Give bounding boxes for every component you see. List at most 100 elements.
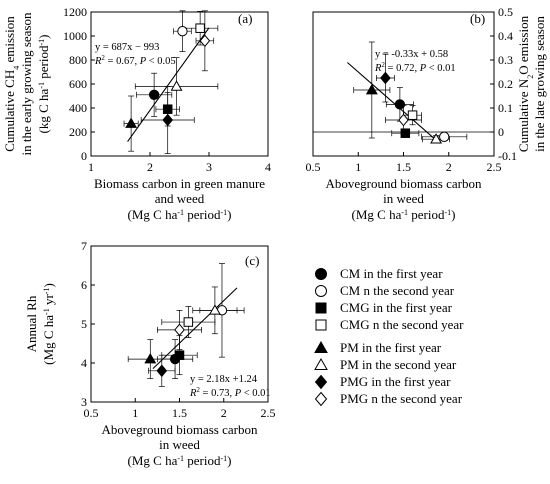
- x-tick-label: 2.5: [261, 406, 276, 420]
- legend: CM in the first year CM n the second year…: [314, 266, 464, 407]
- x-tick-label: 4: [265, 160, 271, 174]
- point-CMG2: [183, 317, 194, 327]
- x-tick-label: 3: [206, 160, 212, 174]
- legend-label: CMG in the first year: [340, 300, 453, 315]
- legend-marker-PM1: [314, 340, 328, 353]
- y-axis-label-group: (Mg C ha-1 yr-1): [41, 283, 56, 365]
- y-tick-label: 0: [81, 149, 87, 163]
- y-tick-label: 800: [69, 53, 87, 67]
- x-axis-unit: (Mg C ha-1 period-1): [128, 453, 232, 468]
- y-axis-label: Cumulative N2O emission: [516, 15, 535, 152]
- y-tick-label: 600: [69, 77, 87, 91]
- panel-label: (a): [238, 11, 252, 26]
- y-axis-label-group: Cumulative N2O emission: [516, 15, 535, 152]
- point-PMG2: [199, 34, 211, 48]
- legend-marker-PMG1: [314, 374, 328, 390]
- point-CM2: [439, 131, 450, 142]
- x-tick-label: 0.5: [306, 160, 321, 174]
- y-tick-label: 0.1: [498, 101, 513, 115]
- x-axis-label: in weed: [159, 437, 200, 452]
- regression-equation: y = 2.18x +1.24: [190, 374, 258, 385]
- point-PM1: [144, 352, 157, 364]
- regression-equation: y = 687x − 993: [95, 42, 159, 53]
- y-tick-label: 1000: [63, 29, 87, 43]
- y-tick-label: 0.5: [498, 5, 513, 19]
- y-axis-label: (kg C ha-1 period-1): [36, 35, 51, 134]
- y-axis-label-group: in the early growing season: [19, 12, 34, 155]
- y-tick-label: 0.4: [498, 29, 513, 43]
- x-axis-unit: (Mg C ha-1 period-1): [128, 207, 232, 222]
- x-tick-label: 1.5: [172, 406, 187, 420]
- y-axis-label-group: (kg C ha-1 period-1): [36, 35, 51, 134]
- regression-stats: R2 = 0.73, P < 0.01: [189, 386, 271, 399]
- legend-label: PM in the second year: [340, 357, 457, 372]
- regression-equation: y = -0.33x + 0.58: [375, 49, 448, 60]
- x-tick-label: 1.5: [396, 160, 411, 174]
- regression-line: [347, 62, 441, 144]
- legend-marker-PM2: [314, 357, 328, 370]
- x-tick-label: 0.5: [84, 406, 99, 420]
- legend-marker-CM1: [315, 268, 327, 280]
- legend-label: PMG n the second year: [340, 391, 463, 406]
- y-tick-label: 7: [81, 239, 87, 253]
- x-tick-label: 1: [132, 406, 138, 420]
- x-axis-label: and weed: [155, 191, 205, 206]
- panel-0: 1 2 3 4 0 200 400 600 800 1000 1200 y = 687x − 993R…: [2, 5, 271, 222]
- panel-label: (c): [245, 253, 259, 268]
- y-tick-label: 3: [81, 395, 87, 409]
- point-PM2: [430, 133, 443, 144]
- y-tick-label: 0: [498, 125, 504, 139]
- point-PMG2: [398, 113, 409, 127]
- point-PM1: [125, 117, 138, 128]
- y-tick-label: 5: [81, 317, 87, 331]
- y-axis-label: in the late growing season: [532, 16, 547, 152]
- y-axis-label-group: Cumulative CH4 emission: [2, 16, 21, 152]
- x-tick-label: 2: [446, 160, 452, 174]
- y-axis-label-group: Annual Rh: [24, 295, 39, 352]
- point-PM1: [365, 83, 378, 95]
- y-axis-label: in the early growing season: [19, 12, 34, 155]
- y-tick-label: 400: [69, 101, 87, 115]
- regression-stats: R2 = 0.72, P < 0.01: [374, 61, 456, 74]
- x-tick-label: 1: [355, 160, 361, 174]
- legend-marker-CMG1: [315, 302, 327, 314]
- legend-marker-CM2: [315, 285, 327, 297]
- y-tick-label: 0.2: [498, 77, 513, 91]
- legend-label: CM n the second year: [340, 283, 455, 298]
- regression-line: [127, 27, 210, 142]
- y-tick-label: 1200: [63, 5, 87, 19]
- y-axis-label: Cumulative CH4 emission: [2, 16, 21, 152]
- y-tick-label: 200: [69, 125, 87, 139]
- point-CMG2: [407, 110, 418, 120]
- y-axis-label-group: in the late growing season: [532, 16, 547, 152]
- y-tick-label: 6: [81, 278, 87, 292]
- y-tick-label: 4: [81, 356, 87, 370]
- panel-label: (b): [470, 11, 485, 26]
- point-CMG2: [195, 23, 205, 33]
- y-axis-label-group: (kg N ha-1 period-1): [548, 34, 550, 134]
- legend-label: CM in the first year: [340, 266, 443, 281]
- point-CMG1: [174, 350, 185, 360]
- legend-marker-PMG2: [314, 391, 328, 407]
- y-axis-label: (kg N ha-1 period-1): [548, 34, 550, 134]
- y-tick-label: -0.1: [498, 149, 517, 163]
- y-axis-label: (Mg C ha-1 yr-1): [41, 283, 56, 365]
- x-tick-label: 2: [221, 406, 227, 420]
- x-tick-label: 2.5: [487, 160, 502, 174]
- legend-label: PMG in the first year: [340, 374, 451, 389]
- point-CM2: [177, 26, 188, 37]
- point-PM2: [170, 80, 183, 91]
- y-tick-label: 0.3: [498, 53, 513, 67]
- legend-label: PM in the first year: [340, 340, 442, 355]
- point-CM1: [148, 89, 160, 100]
- x-tick-label: 2: [147, 160, 153, 174]
- regression-line: [152, 287, 238, 370]
- legend-marker-CMG2: [315, 319, 327, 331]
- point-CM1: [394, 99, 406, 110]
- legend-label: CMG n the second year: [340, 317, 464, 332]
- point-PMG2: [174, 323, 185, 337]
- point-CMG1: [400, 128, 411, 138]
- y-axis-label: Annual Rh: [24, 295, 39, 352]
